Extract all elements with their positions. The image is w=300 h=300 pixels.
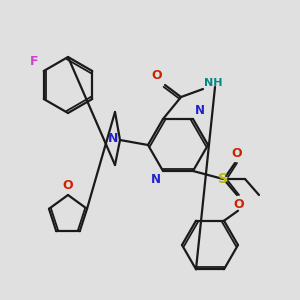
Text: O: O <box>63 179 73 192</box>
Text: S: S <box>218 172 228 186</box>
Text: O: O <box>234 198 244 211</box>
Text: N: N <box>195 104 205 117</box>
Text: N: N <box>108 133 118 146</box>
Text: O: O <box>152 69 162 82</box>
Text: NH: NH <box>204 78 223 88</box>
Text: O: O <box>232 147 242 160</box>
Text: N: N <box>151 173 161 186</box>
Text: F: F <box>30 55 39 68</box>
